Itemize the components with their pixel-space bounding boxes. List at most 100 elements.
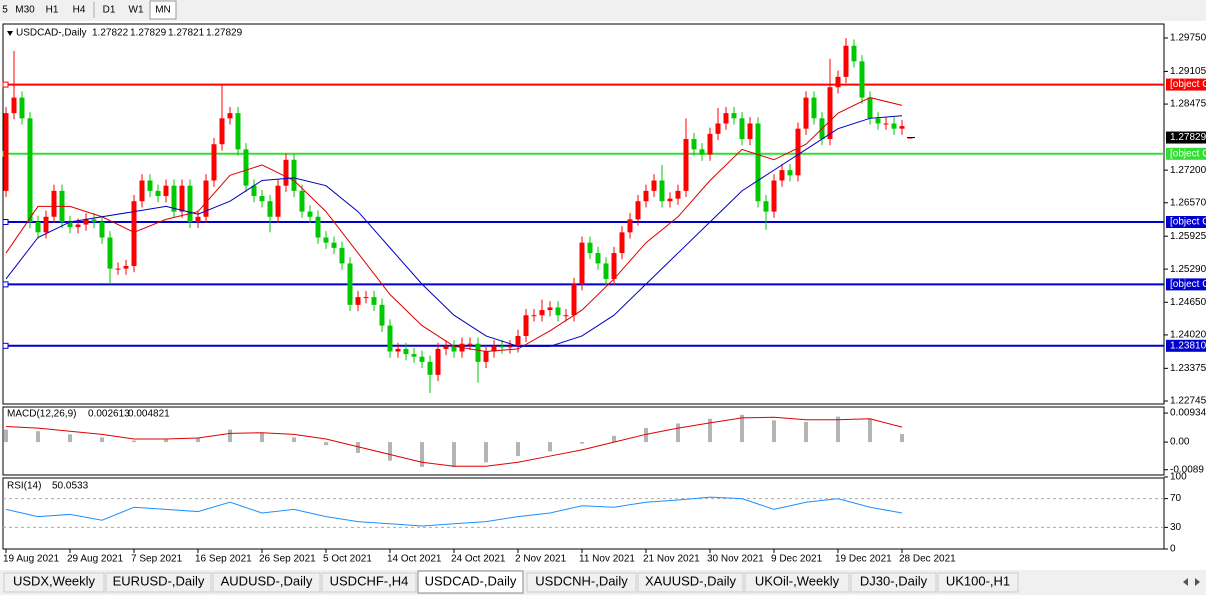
candle-body: [523, 315, 529, 336]
candle-body: [91, 219, 97, 222]
candle-body: [203, 180, 209, 217]
candle-body: [267, 201, 273, 217]
chart-tab-label[interactable]: USDCAD-,Daily: [425, 573, 517, 588]
timeframe-button[interactable]: [66, 1, 92, 19]
candle-body: [795, 128, 801, 176]
chart-tab-label[interactable]: UK100-,H1: [946, 573, 1010, 588]
tab-scroll-left[interactable]: [1183, 578, 1188, 586]
candle-body: [691, 139, 697, 150]
candle-body: [395, 348, 401, 352]
candle-body: [499, 346, 505, 348]
macd-bar: [228, 429, 232, 443]
candle-body: [683, 139, 689, 191]
candle-body: [27, 118, 33, 222]
chart-tab-label[interactable]: XAUUSD-,Daily: [645, 573, 737, 588]
macd-bar: [836, 416, 840, 443]
macd-bar: [324, 442, 328, 446]
chart-tab[interactable]: [744, 572, 850, 593]
main-pane: [2, 23, 1165, 405]
chart-tab[interactable]: [212, 572, 321, 593]
rsi-tick-label: 0: [1170, 544, 1176, 555]
chart-tab[interactable]: [3, 572, 105, 593]
macd-bar: [452, 442, 456, 467]
macd-bar: [68, 434, 72, 443]
timeframe-button[interactable]: [0, 1, 10, 19]
timeframe-label[interactable]: H4: [73, 5, 86, 16]
price-tick-label: 1.26570: [1170, 197, 1206, 208]
toolbar: [0, 0, 1206, 21]
candle-body: [771, 180, 777, 212]
candle-body: [483, 351, 489, 362]
candle-body: [315, 216, 321, 238]
macd-bar: [132, 440, 136, 443]
candle-body: [531, 315, 537, 317]
chart-tab[interactable]: [637, 572, 744, 593]
macd-bar: [4, 429, 8, 443]
timeframe-label[interactable]: D1: [103, 5, 116, 16]
chart-tab-label[interactable]: UKOil-,Weekly: [755, 573, 840, 588]
date-label: 28 Dec 2021: [899, 554, 956, 565]
chart-tab[interactable]: [526, 572, 637, 593]
price-tick-label: 1.27200: [1170, 165, 1206, 176]
timeframe-button[interactable]: [97, 1, 121, 19]
moving-average: [5, 115, 903, 347]
price-tick-label: 1.25925: [1170, 231, 1206, 242]
tab-scroll-right[interactable]: [1195, 578, 1200, 586]
candle-body: [723, 113, 729, 124]
chart-tab-label[interactable]: USDCHF-,H4: [330, 573, 409, 588]
price-tick-label: 1.24020: [1170, 330, 1206, 341]
candle-body: [435, 348, 441, 375]
close-value: 1.27829: [206, 28, 243, 39]
candle-body: [291, 159, 297, 191]
chart-tab[interactable]: [417, 570, 524, 594]
candle-body: [371, 297, 377, 305]
date-label: 14 Oct 2021: [387, 554, 442, 565]
chart-tab-label[interactable]: USDCNH-,Daily: [535, 573, 628, 588]
timeframe-label[interactable]: M30: [15, 5, 35, 16]
chart-tab[interactable]: [321, 572, 417, 593]
candle-body: [195, 216, 201, 222]
candle-body: [883, 123, 889, 125]
chart-tab[interactable]: [850, 572, 937, 593]
timeframe-label[interactable]: 5: [2, 5, 8, 16]
chart-tab[interactable]: [105, 572, 212, 593]
price-tick-label: 1.25290: [1170, 264, 1206, 275]
high-value: 1.27829: [130, 28, 167, 39]
chart-tab-label[interactable]: USDX,Weekly: [13, 573, 96, 588]
candle-body: [475, 343, 481, 362]
macd-value: 0.002613: [88, 409, 130, 420]
candle-body: [867, 97, 873, 119]
symbol-title: USDCAD-,Daily: [16, 28, 87, 39]
chart-tab-label[interactable]: DJ30-,Daily: [860, 573, 928, 588]
candle-body: [555, 307, 561, 316]
candle-body: [603, 263, 609, 279]
timeframe-button[interactable]: [124, 1, 148, 19]
candle-body: [155, 190, 161, 197]
timeframe-button[interactable]: [40, 1, 64, 19]
candle-body: [123, 266, 129, 269]
candle-body: [43, 216, 49, 233]
chart-tab-label[interactable]: AUDUSD-,Daily: [221, 573, 313, 588]
candle-body: [347, 263, 353, 305]
candle-body: [715, 123, 721, 134]
macd-bar: [772, 420, 776, 443]
timeframe-label[interactable]: MN: [155, 5, 171, 16]
level-label-box: [1166, 147, 1206, 160]
candle-body: [843, 45, 849, 77]
candle-body: [179, 185, 185, 212]
candle-body: [51, 190, 57, 217]
candle-body: [491, 346, 497, 352]
timeframe-button[interactable]: [12, 1, 38, 19]
chart-tab-label[interactable]: EURUSD-,Daily: [113, 573, 205, 588]
moving-average: [5, 97, 903, 353]
level-label-box: [1166, 278, 1206, 291]
timeframe-label[interactable]: W1: [129, 5, 144, 16]
timeframe-label[interactable]: H1: [46, 5, 59, 16]
timeframe-button[interactable]: [149, 0, 177, 20]
low-value: 1.27821: [168, 28, 205, 39]
header-arrow: [7, 31, 13, 36]
candle-body: [259, 196, 265, 202]
candle-body: [579, 242, 585, 285]
chart-tab[interactable]: [937, 572, 1019, 593]
